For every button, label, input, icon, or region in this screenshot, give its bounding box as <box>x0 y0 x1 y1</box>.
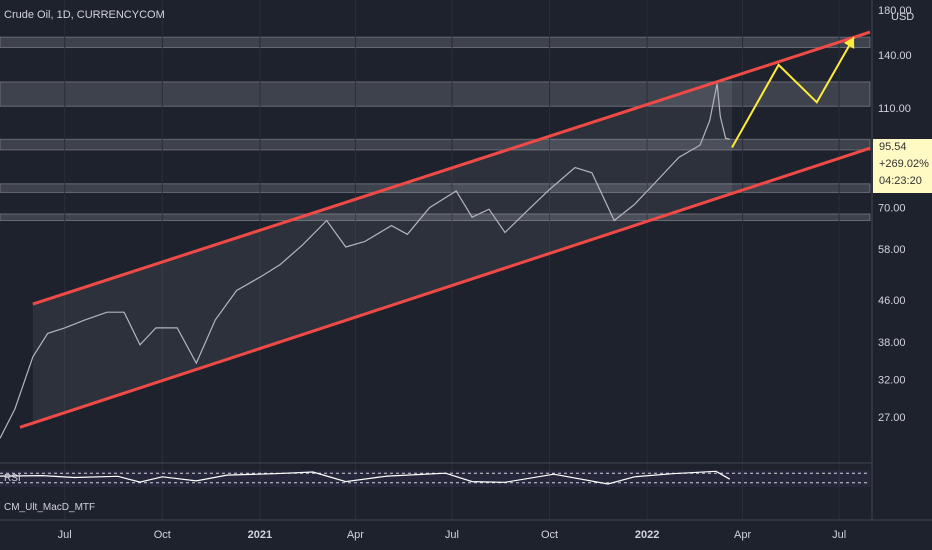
price-axis[interactable]: 180.00 140.00 110.00 70.00 58.00 46.00 38.00 32… <box>878 5 912 424</box>
y-tick-label: 38.00 <box>878 337 906 349</box>
rsi-label[interactable]: RSI <box>4 473 21 484</box>
y-tick-label: 58.00 <box>878 244 906 256</box>
horizontal-zones <box>0 36 871 222</box>
channel-lower-line[interactable] <box>19 146 871 429</box>
rsi-band <box>0 470 870 487</box>
chart-title: Crude Oil, 1D, CURRENCYCOM <box>4 9 165 21</box>
zone-1[interactable] <box>0 81 871 107</box>
channel-upper-line[interactable] <box>32 30 871 306</box>
currency-unit: USD <box>891 11 915 23</box>
macd-label[interactable]: CM_Ult_MacD_MTF <box>4 502 96 513</box>
rsi-line <box>0 470 731 485</box>
y-tick-label: 46.00 <box>878 295 906 307</box>
bar-countdown: 04:23:20 <box>879 175 922 187</box>
last-price-label: 95.54 +269.02% 04:23:20 <box>873 139 932 193</box>
projection-path[interactable] <box>731 36 855 148</box>
last-price: 95.54 <box>879 141 907 153</box>
y-tick-label: 110.00 <box>878 103 911 115</box>
time-axis[interactable]: Jul Oct 2021 Apr Jul Oct 2022 Apr Jul <box>58 529 846 541</box>
x-tick-label: Jul <box>832 529 846 541</box>
zone-4[interactable] <box>0 213 871 222</box>
x-tick-label: Jul <box>445 529 459 541</box>
y-tick-label: 140.00 <box>878 50 912 62</box>
time-grid <box>64 0 840 520</box>
x-tick-label: Apr <box>734 529 751 541</box>
price-series-line <box>0 83 730 439</box>
y-tick-label: 27.00 <box>878 412 906 424</box>
y-tick-label: 32.00 <box>878 375 906 387</box>
x-tick-label: Apr <box>347 529 364 541</box>
y-tick-label: 70.00 <box>878 203 906 215</box>
x-tick-label: 2021 <box>248 529 272 541</box>
x-tick-label: Oct <box>154 529 171 541</box>
y-tick-label: 180.00 <box>878 5 912 17</box>
x-tick-label: 2022 <box>635 529 659 541</box>
zone-0[interactable] <box>0 36 871 49</box>
projection-arrow-icon <box>843 37 855 49</box>
price-change: +269.02% <box>879 158 929 170</box>
zone-2[interactable] <box>0 138 871 151</box>
x-tick-label: Jul <box>58 529 72 541</box>
x-tick-label: Oct <box>541 529 558 541</box>
zone-3[interactable] <box>0 183 871 193</box>
